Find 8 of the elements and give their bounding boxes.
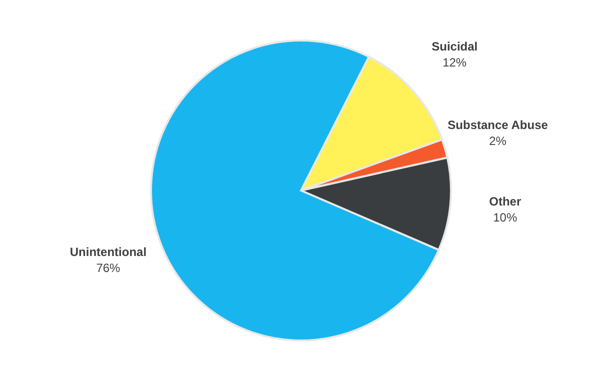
slice-label: Other — [489, 194, 522, 209]
slice-label: Substance Abuse — [448, 118, 548, 132]
data-label: 10% — [493, 210, 518, 225]
data-label: 12% — [442, 56, 467, 70]
data-label: 2% — [489, 134, 507, 148]
slice-label: Unintentional — [70, 245, 147, 260]
data-label: 76% — [96, 261, 121, 276]
slice-label: Suicidal — [432, 40, 478, 54]
